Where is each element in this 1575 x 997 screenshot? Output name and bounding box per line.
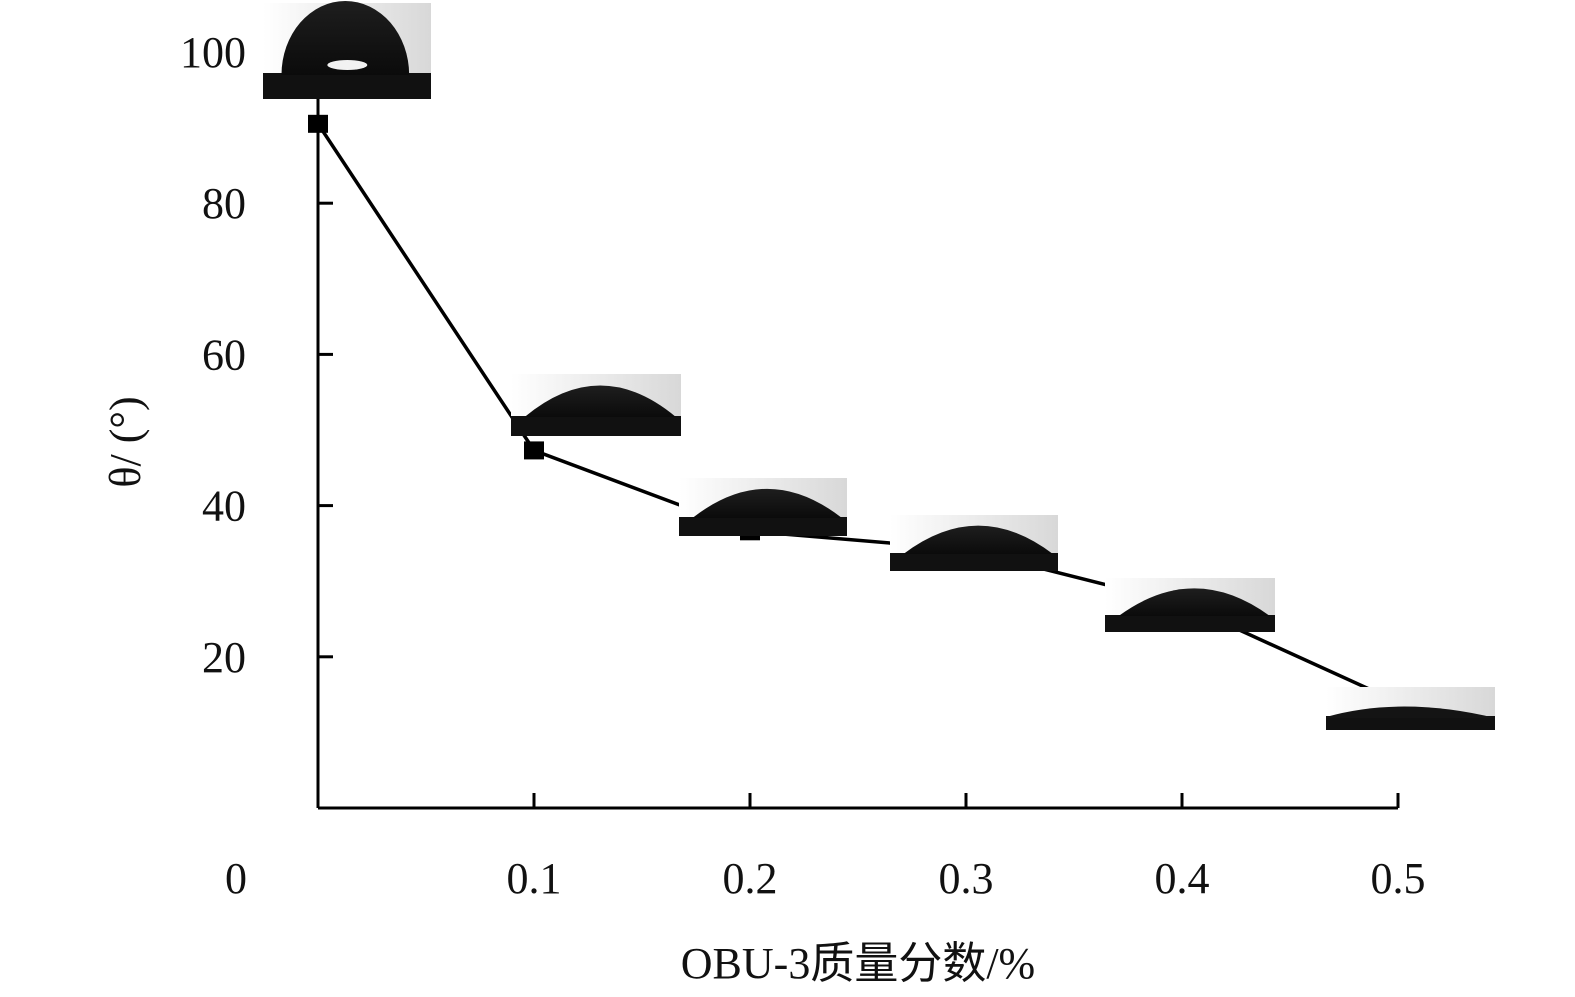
y-tick-label: 80 [202,179,246,228]
y-axis-title: θ/ (°) [101,396,150,487]
droplet-shape [524,385,676,417]
y-ticks: 20 40 60 80 100 [180,28,333,682]
droplet-shape [903,525,1053,554]
droplet-substrate [263,73,431,99]
droplet-shape [281,0,410,75]
x-tick-label: 0.4 [1155,854,1210,903]
droplet-substrate [679,517,847,536]
droplet-substrate [890,553,1058,571]
droplet-shape [1326,706,1495,718]
droplet-insets [263,0,1495,730]
droplet-photo [1326,687,1495,730]
y-tick-label: 100 [180,28,246,77]
x-tick-label: 0 [225,854,247,903]
droplet-substrate [1326,716,1495,730]
x-tick-label: 0.5 [1371,854,1426,903]
droplet-photo [1105,578,1275,632]
data-point [308,114,328,133]
data-point [524,441,544,460]
x-tick-label: 0.1 [507,854,562,903]
droplet-photo [679,478,847,536]
droplet-photo [263,0,431,99]
y-tick-label: 40 [202,482,246,531]
droplet-highlight [327,60,368,70]
droplet-substrate [511,416,681,436]
x-tick-label: 0.2 [723,854,778,903]
y-tick-label: 60 [202,330,246,379]
droplet-photo [511,374,681,436]
x-axis-title: OBU-3质量分数/% [681,939,1035,988]
droplet-substrate [1105,615,1275,632]
x-ticks: 0 0.1 0.2 0.3 0.4 0.5 [225,793,1426,903]
y-tick-label: 20 [202,633,246,682]
droplet-photo [890,515,1058,571]
droplet-shape [692,488,842,518]
x-tick-label: 0.3 [939,854,994,903]
droplet-shape [1118,588,1270,616]
